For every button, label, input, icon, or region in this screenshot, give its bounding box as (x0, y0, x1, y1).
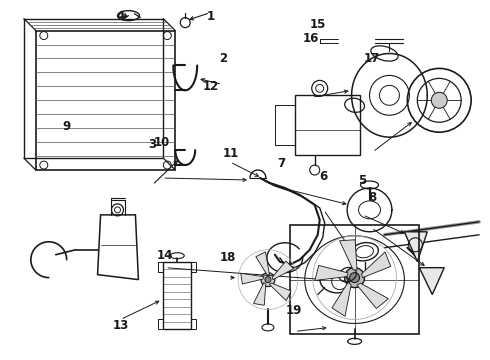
Text: 13: 13 (112, 319, 129, 332)
Circle shape (431, 92, 447, 108)
Text: 3: 3 (148, 138, 156, 150)
Text: 12: 12 (203, 80, 219, 93)
Circle shape (261, 273, 275, 287)
Bar (163, 262, 191, 329)
Text: 19: 19 (286, 305, 302, 318)
Polygon shape (270, 283, 291, 301)
Text: 4: 4 (117, 10, 124, 23)
Text: 17: 17 (364, 51, 380, 64)
Text: 18: 18 (220, 251, 236, 264)
Text: 8: 8 (368, 192, 376, 204)
Bar (191, 319, 196, 329)
Polygon shape (241, 273, 264, 284)
Polygon shape (315, 265, 348, 280)
Bar (290, 225, 419, 334)
Polygon shape (404, 232, 427, 262)
Text: 7: 7 (277, 157, 286, 170)
Polygon shape (332, 282, 351, 316)
Bar (158, 319, 163, 329)
Bar (295, 95, 360, 155)
Polygon shape (340, 240, 357, 270)
Text: 10: 10 (154, 136, 170, 149)
Text: 9: 9 (63, 120, 71, 133)
Polygon shape (419, 268, 444, 294)
Polygon shape (272, 261, 294, 280)
Text: 2: 2 (219, 51, 227, 64)
Polygon shape (256, 252, 270, 275)
Text: 11: 11 (222, 147, 239, 159)
Polygon shape (362, 252, 391, 278)
Bar (158, 262, 163, 272)
Text: 5: 5 (358, 174, 366, 186)
Circle shape (265, 276, 271, 283)
Circle shape (349, 273, 360, 283)
Text: 16: 16 (303, 32, 319, 45)
Text: 14: 14 (156, 249, 172, 262)
Circle shape (344, 268, 365, 288)
Text: 1: 1 (207, 10, 215, 23)
Polygon shape (253, 283, 266, 305)
Text: 15: 15 (310, 18, 326, 31)
Bar (191, 262, 196, 272)
Polygon shape (357, 283, 389, 309)
Text: 6: 6 (319, 170, 327, 183)
